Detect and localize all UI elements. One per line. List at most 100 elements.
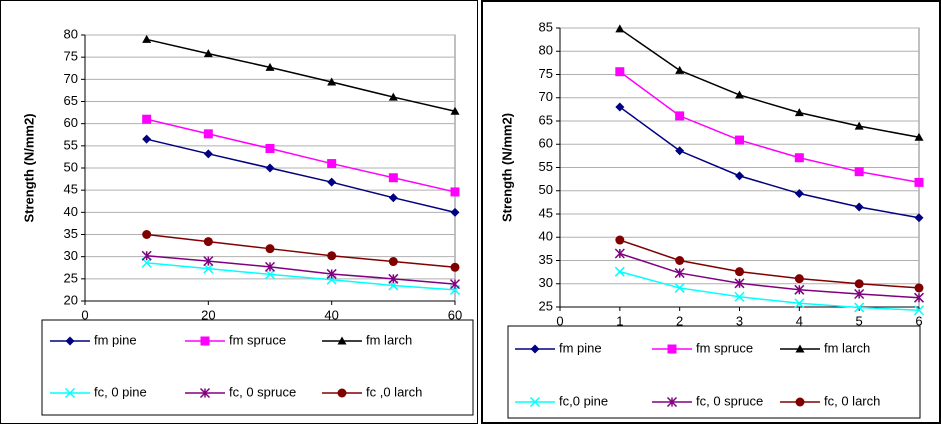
marker — [794, 298, 805, 309]
marker — [913, 305, 925, 316]
legend-label: fc, 0 larch — [824, 393, 880, 408]
marker — [854, 279, 864, 289]
marker — [203, 149, 213, 159]
x-tick-label: 5 — [856, 313, 863, 328]
series-line — [619, 28, 920, 139]
marker — [388, 92, 398, 101]
marker — [142, 134, 152, 144]
legend-label: fc, 0 spruce — [229, 384, 296, 399]
marker — [615, 24, 625, 33]
marker — [203, 129, 213, 139]
marker — [734, 278, 745, 289]
marker — [735, 171, 744, 181]
y-tick-label: 80 — [539, 43, 553, 58]
marker — [667, 344, 677, 354]
marker — [734, 291, 745, 302]
series-line — [146, 38, 456, 112]
legend-label: fm spruce — [696, 340, 753, 355]
marker — [142, 230, 152, 239]
legend-label: fm pine — [559, 340, 602, 355]
y-tick-label: 30 — [539, 275, 553, 290]
legend-label: fm pine — [94, 332, 137, 347]
y-tick-label: 35 — [539, 252, 553, 267]
marker — [265, 163, 275, 173]
marker — [914, 132, 924, 141]
y-tick-label: 55 — [539, 159, 553, 174]
marker — [264, 261, 276, 272]
y-tick-label: 45 — [539, 205, 553, 220]
legend — [41, 319, 474, 416]
marker — [795, 344, 805, 353]
marker — [64, 387, 76, 399]
legend-label: fm larch — [366, 332, 412, 347]
marker — [794, 153, 804, 163]
x-tick-label: 1 — [616, 313, 623, 328]
marker — [265, 62, 275, 71]
marker — [449, 279, 461, 290]
legend-label: fc, 0 spruce — [696, 393, 763, 408]
marker — [794, 274, 804, 284]
marker — [142, 114, 152, 124]
y-tick-label: 50 — [539, 182, 553, 197]
marker — [203, 256, 214, 267]
y-tick-label: 25 — [64, 270, 78, 285]
marker — [327, 177, 337, 187]
marker — [614, 248, 625, 259]
legend-label: fc ,0 larch — [366, 384, 422, 399]
y-tick-label: 85 — [539, 19, 553, 34]
marker — [674, 268, 685, 279]
marker — [674, 282, 685, 293]
y-tick-label: 70 — [64, 71, 78, 86]
marker — [388, 193, 398, 203]
marker — [529, 396, 541, 408]
y-axis-label: Strength (N/mm2) — [499, 113, 514, 222]
marker — [530, 344, 540, 354]
marker — [615, 235, 625, 245]
panel-border — [481, 0, 941, 424]
marker — [265, 244, 275, 254]
series-line — [619, 252, 920, 299]
marker — [854, 302, 865, 313]
marker — [913, 292, 925, 303]
legend — [507, 325, 921, 419]
y-tick-label: 40 — [539, 229, 553, 244]
y-tick-label: 50 — [64, 159, 78, 174]
y-tick-label: 45 — [64, 182, 78, 197]
marker — [65, 336, 75, 346]
marker — [794, 108, 804, 117]
marker — [337, 388, 347, 398]
y-tick-label: 40 — [64, 204, 78, 219]
y-tick-label: 55 — [64, 137, 78, 152]
marker — [450, 207, 460, 217]
x-tick-label: 20 — [201, 307, 215, 322]
marker — [327, 251, 337, 261]
series-line — [146, 255, 456, 285]
x-tick-label: 6 — [915, 313, 922, 328]
series-line — [146, 233, 456, 269]
marker — [854, 121, 864, 130]
y-tick-label: 65 — [64, 93, 78, 108]
marker — [675, 65, 685, 74]
marker — [327, 159, 337, 169]
marker — [854, 288, 865, 300]
series-line — [619, 106, 920, 219]
y-tick-label: 65 — [539, 112, 553, 127]
series-line — [146, 138, 456, 214]
marker — [450, 106, 460, 115]
marker — [614, 266, 625, 277]
marker — [141, 250, 152, 261]
marker — [326, 268, 337, 279]
x-tick-label: 0 — [556, 313, 563, 328]
y-tick-label: 80 — [64, 26, 78, 41]
legend-label: fm larch — [824, 340, 870, 355]
legend-label: fc,0 pine — [559, 393, 608, 408]
marker — [914, 177, 924, 187]
marker — [854, 167, 864, 177]
marker — [794, 189, 804, 199]
marker — [141, 257, 152, 268]
legend-label: fc, 0 pine — [94, 384, 147, 399]
marker — [199, 387, 211, 399]
marker — [615, 102, 625, 112]
marker — [795, 397, 805, 407]
